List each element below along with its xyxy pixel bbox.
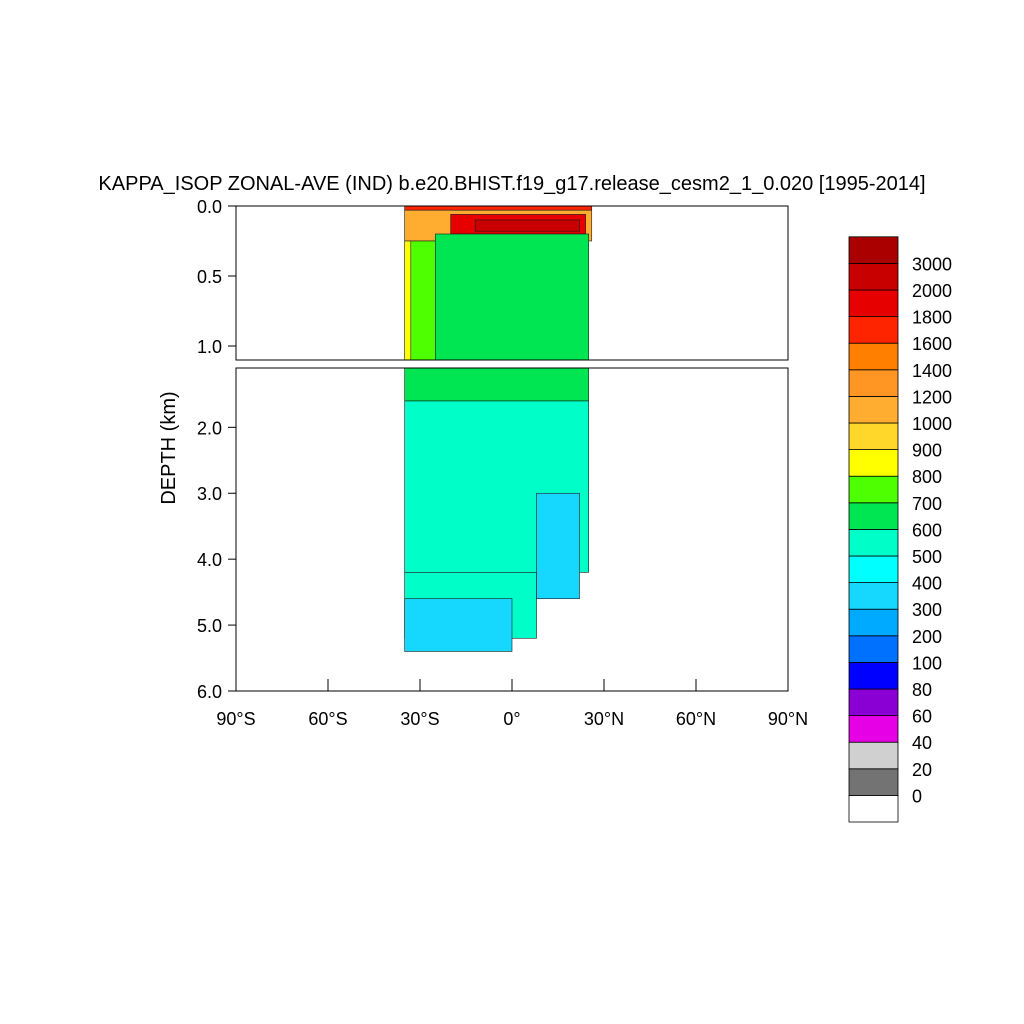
colorbar-swatch	[848, 502, 899, 530]
colorbar-swatch	[848, 688, 899, 717]
colorbar-swatch	[848, 741, 899, 770]
colorbar-label: 1200	[912, 387, 952, 407]
colorbar-label: 300	[912, 600, 942, 620]
contour-region	[536, 492, 580, 600]
colorbar-label: 600	[912, 520, 942, 540]
colorbar-swatch	[848, 795, 899, 823]
y-tick-label: 0.0	[197, 197, 222, 217]
x-tick-label: 60°N	[676, 709, 716, 729]
plot-area: 0.0 0.5 1.0 2.0 3.0 4.0 5.0 6.0 90°S 60°S 30°S 0° 30…	[197, 197, 808, 729]
x-tick-label: 30°N	[584, 709, 624, 729]
x-tick-label: 30°S	[400, 709, 439, 729]
colorbar-swatch	[848, 262, 899, 291]
y-tick-label: 3.0	[197, 484, 222, 504]
y-tick-label: 1.0	[197, 337, 222, 357]
colorbar-label: 100	[912, 653, 942, 673]
colorbar-swatch	[848, 369, 899, 397]
colorbar-swatch	[848, 395, 899, 424]
contour-region	[404, 206, 593, 211]
colorbar-label: 800	[912, 467, 942, 487]
colorbar-swatch	[848, 635, 899, 663]
chart-title: KAPPA_ISOP ZONAL-AVE (IND) b.e20.BHIST.f…	[98, 173, 925, 195]
colorbar-swatch	[848, 289, 899, 318]
contour-region	[435, 233, 589, 360]
x-tick-label: 90°N	[768, 709, 808, 729]
colorbar-swatch	[848, 768, 899, 796]
y-tick-label: 0.5	[197, 267, 222, 287]
x-tick-label: 60°S	[308, 709, 347, 729]
x-tick-label: 0°	[503, 709, 520, 729]
colorbar-label: 900	[912, 441, 942, 461]
contour-region	[404, 368, 589, 402]
colorbar-label: 1400	[912, 361, 952, 381]
colorbar-label: 1800	[912, 308, 952, 328]
colorbar-swatch	[848, 236, 899, 264]
y-tick-label: 2.0	[197, 418, 222, 438]
colorbar-swatch	[848, 422, 899, 451]
contour-region	[410, 240, 436, 360]
colorbar-label: 2000	[912, 281, 952, 301]
colorbar-label: 40	[912, 733, 932, 753]
colorbar-swatch	[848, 475, 899, 504]
contour-region	[404, 598, 513, 652]
colorbar-swatch	[848, 449, 899, 477]
x-tick-label: 90°S	[216, 709, 255, 729]
colorbar-swatch	[848, 608, 899, 637]
colorbar-label: 700	[912, 494, 942, 514]
colorbar-swatch	[848, 316, 899, 344]
colorbar-swatch	[848, 555, 899, 584]
colorbar-label: 1600	[912, 334, 952, 354]
colorbar-label: 3000	[912, 254, 952, 274]
colorbar-label: 400	[912, 574, 942, 594]
colorbar-label: 60	[912, 707, 932, 727]
colorbar-swatch	[848, 715, 899, 743]
colorbar-swatch	[848, 342, 899, 371]
y-tick-label: 5.0	[197, 616, 222, 636]
y-tick-label: 4.0	[197, 550, 222, 570]
colorbar-swatch	[848, 662, 899, 690]
colorbar-label: 80	[912, 680, 932, 700]
colorbar-label: 0	[912, 786, 922, 806]
panel-frame	[235, 205, 789, 361]
contour-region	[404, 240, 412, 360]
y-tick-label: 6.0	[197, 682, 222, 702]
y-axis-label: DEPTH (km)	[158, 391, 180, 504]
colorbar: 0 20 40 60 80 100 200 300 400 500 600 700 800 900 1000…	[848, 236, 952, 823]
colorbar-swatch	[848, 529, 899, 557]
contour-region	[474, 219, 580, 232]
colorbar-swatch	[848, 582, 899, 610]
colorbar-label: 500	[912, 547, 942, 567]
colorbar-label: 20	[912, 760, 932, 780]
colorbar-label: 1000	[912, 414, 952, 434]
colorbar-label: 200	[912, 627, 942, 647]
